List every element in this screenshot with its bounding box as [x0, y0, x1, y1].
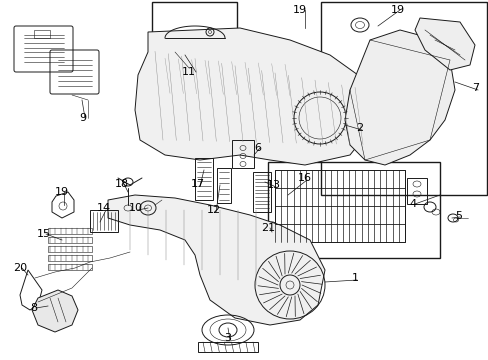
Text: 9: 9 — [79, 113, 86, 123]
Bar — [231, 140, 253, 168]
Text: 7: 7 — [471, 83, 479, 93]
Text: 19: 19 — [55, 187, 69, 197]
Bar — [406, 178, 426, 204]
Text: 19: 19 — [292, 5, 306, 15]
Bar — [152, 2, 237, 68]
Bar — [195, 158, 213, 200]
Text: 1: 1 — [351, 273, 358, 283]
Bar — [48, 228, 92, 234]
Text: 19: 19 — [390, 5, 404, 15]
Bar — [48, 237, 92, 243]
Text: 21: 21 — [261, 223, 274, 233]
Text: 16: 16 — [297, 173, 311, 183]
Bar — [48, 246, 92, 252]
Polygon shape — [414, 18, 474, 70]
Text: 15: 15 — [37, 229, 51, 239]
Bar — [267, 162, 439, 258]
Bar — [48, 255, 92, 261]
Bar — [252, 172, 270, 212]
Text: 14: 14 — [97, 203, 111, 213]
Bar — [34, 30, 50, 38]
Bar — [90, 210, 118, 232]
Text: 10: 10 — [129, 203, 142, 213]
Text: 11: 11 — [182, 67, 196, 77]
Bar — [198, 342, 258, 352]
Text: 2: 2 — [356, 123, 363, 133]
Text: 3: 3 — [224, 333, 231, 343]
Polygon shape — [32, 290, 78, 332]
Text: 8: 8 — [30, 303, 38, 313]
Text: 12: 12 — [206, 205, 221, 215]
Text: 13: 13 — [266, 180, 281, 190]
Text: 18: 18 — [115, 179, 129, 189]
Text: 4: 4 — [408, 199, 416, 209]
Bar — [320, 2, 486, 195]
Polygon shape — [108, 195, 325, 325]
Bar — [274, 170, 404, 242]
Text: 20: 20 — [13, 263, 27, 273]
Bar — [217, 168, 230, 203]
Polygon shape — [345, 30, 454, 165]
Polygon shape — [135, 28, 369, 165]
Text: 17: 17 — [190, 179, 204, 189]
Bar — [48, 264, 92, 270]
Text: 5: 5 — [454, 211, 462, 221]
Text: 6: 6 — [254, 143, 261, 153]
